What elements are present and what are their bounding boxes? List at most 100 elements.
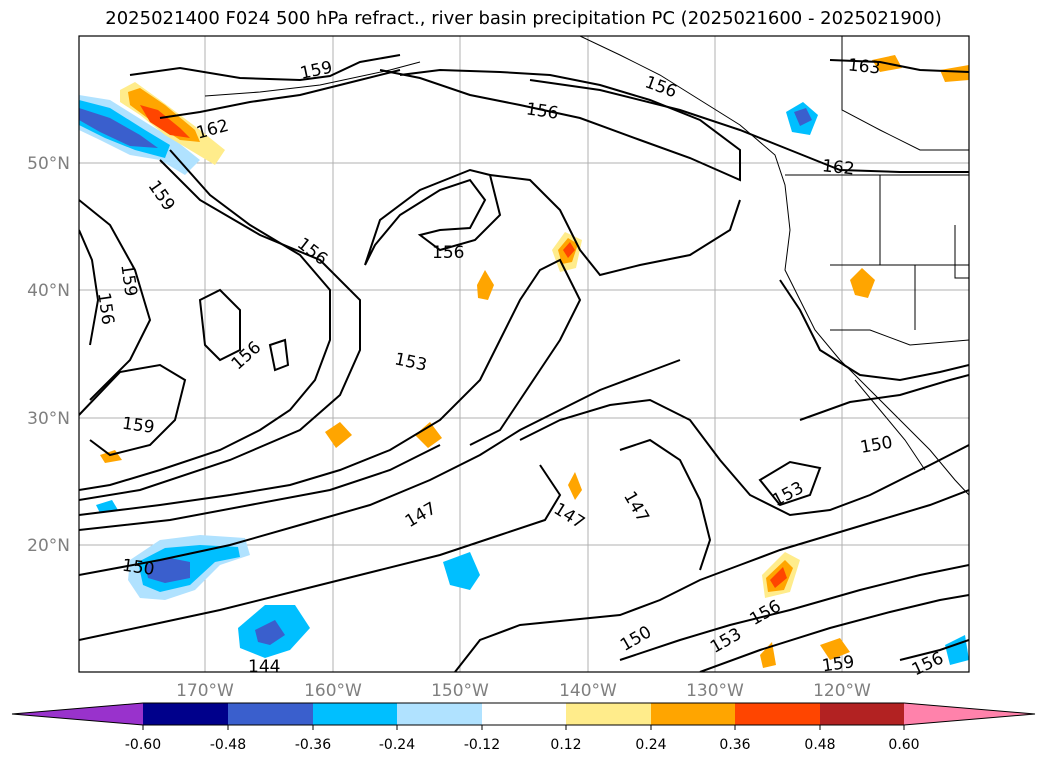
- contour-line: [79, 159, 361, 501]
- contour-line: [758, 460, 822, 507]
- contour-line: [779, 279, 969, 382]
- colorbar-tick-label: -0.12: [464, 737, 500, 753]
- colorbar-ticks: [142, 725, 905, 730]
- colorbar-segment: [143, 703, 228, 725]
- positive-anomaly-area: [820, 638, 850, 660]
- positive-anomaly-area: [850, 268, 875, 298]
- contour-label: 144: [248, 657, 280, 677]
- contour-line: [489, 174, 741, 277]
- latitude-labels: 50°N 40°N 30°N 20°N: [27, 154, 70, 556]
- colorbar-tick-label: -0.48: [210, 737, 246, 753]
- colorbar-segment: [228, 703, 313, 725]
- canada-interior-border: [841, 36, 969, 151]
- positive-anomaly-area: [477, 270, 494, 300]
- coastlines: [204, 36, 969, 496]
- colorbar-tick-label: 0.24: [635, 737, 666, 753]
- north-america-coast: [579, 36, 969, 496]
- colorbar-tick-label: 0.36: [719, 737, 750, 753]
- lat-label: 20°N: [27, 536, 70, 556]
- colorbar-tick-label: 0.60: [888, 737, 919, 753]
- contour-line: [619, 438, 712, 571]
- contour-line: [129, 54, 401, 82]
- contour-label: 150: [121, 556, 156, 580]
- contour-label: 156: [93, 291, 117, 326]
- contour-line: [79, 464, 562, 641]
- contour-line: [79, 199, 152, 401]
- negative-anomaly-area: [255, 620, 285, 645]
- contour-line: [79, 258, 582, 516]
- colorbar-tick-label: -0.36: [295, 737, 331, 753]
- us-mexico-border: [830, 329, 969, 346]
- contour-line: [519, 398, 969, 517]
- lon-label: 150°W: [431, 681, 489, 701]
- contour-line: [79, 229, 100, 346]
- negative-anomaly-area: [145, 558, 190, 583]
- contour-line: [198, 288, 241, 362]
- contour-line: [699, 594, 969, 672]
- contour-label: 156: [432, 243, 464, 263]
- contour-label: 163: [847, 55, 881, 78]
- contour-line: [529, 79, 969, 173]
- negative-anomaly-area: [794, 108, 812, 126]
- longitude-labels: 170°W 160°W 150°W 140°W 130°W 120°W: [176, 681, 871, 701]
- positive-anomaly-area: [563, 242, 575, 258]
- positive-anomaly-area: [325, 422, 352, 448]
- colorbar-segment: [566, 703, 651, 725]
- contour-label: 159: [821, 652, 856, 676]
- colorbar-segment: [397, 703, 482, 725]
- colorbar-max-extension: [904, 703, 1035, 725]
- colorbar-tick-label: 0.12: [550, 737, 581, 753]
- baja-coast: [854, 379, 926, 471]
- lon-label: 130°W: [686, 681, 744, 701]
- contour-line: [364, 168, 502, 266]
- positive-anomaly-area: [415, 422, 442, 448]
- colorbar-segment: [313, 703, 397, 725]
- lon-label: 140°W: [559, 681, 617, 701]
- contour-line: [79, 444, 441, 531]
- colorbar-segment: [482, 703, 566, 725]
- map-area: [79, 36, 969, 672]
- contour-line: [454, 489, 969, 672]
- contour-line: [268, 338, 290, 372]
- colorbar-min-extension: [12, 703, 143, 725]
- colorbar-segment: [735, 703, 820, 725]
- colorbar-segment: [820, 703, 904, 725]
- lon-label: 160°W: [304, 681, 362, 701]
- contour-label: 159: [116, 263, 140, 298]
- positive-anomaly-area: [760, 642, 776, 668]
- colorbar: -0.60 -0.48 -0.36 -0.24 -0.12 0.12 0.24 …: [11, 702, 1036, 753]
- alaska-coast: [204, 61, 421, 97]
- negative-anomaly-area: [443, 552, 480, 590]
- colorbar-tick-label: -0.24: [379, 737, 415, 753]
- positive-anomaly-area: [140, 105, 190, 138]
- lat-label: 30°N: [27, 409, 70, 429]
- lon-label: 170°W: [176, 681, 234, 701]
- colorbar-segment: [651, 703, 735, 725]
- state-borders: [830, 175, 969, 330]
- lat-label: 50°N: [27, 154, 70, 174]
- contour-line: [799, 374, 969, 421]
- positive-anomaly-area: [96, 500, 118, 513]
- contour-line: [619, 564, 969, 661]
- contour-line: [899, 639, 969, 661]
- contour-line: [829, 59, 969, 73]
- contour-line: [379, 68, 741, 182]
- lon-label: 120°W: [813, 681, 871, 701]
- positive-anomaly-area: [568, 472, 582, 500]
- map-title: 2025021400 F024 500 hPa refract., river …: [105, 8, 942, 29]
- contour-line: [159, 69, 401, 119]
- negative-anomaly-area: [79, 108, 158, 148]
- contour-label: 162: [821, 156, 855, 179]
- contour-line: [79, 149, 331, 491]
- contour-line: [79, 363, 187, 457]
- contour-line: [79, 359, 681, 576]
- precipitation-anomaly-fill: [79, 55, 969, 668]
- positive-anomaly-area: [940, 65, 969, 82]
- refractivity-contours: [79, 54, 969, 672]
- colorbar-tick-label: 0.48: [804, 737, 835, 753]
- lat-label: 40°N: [27, 281, 70, 301]
- map-frame: [78, 35, 970, 673]
- contour-label: 159: [121, 414, 156, 438]
- positive-anomaly-area: [770, 567, 787, 588]
